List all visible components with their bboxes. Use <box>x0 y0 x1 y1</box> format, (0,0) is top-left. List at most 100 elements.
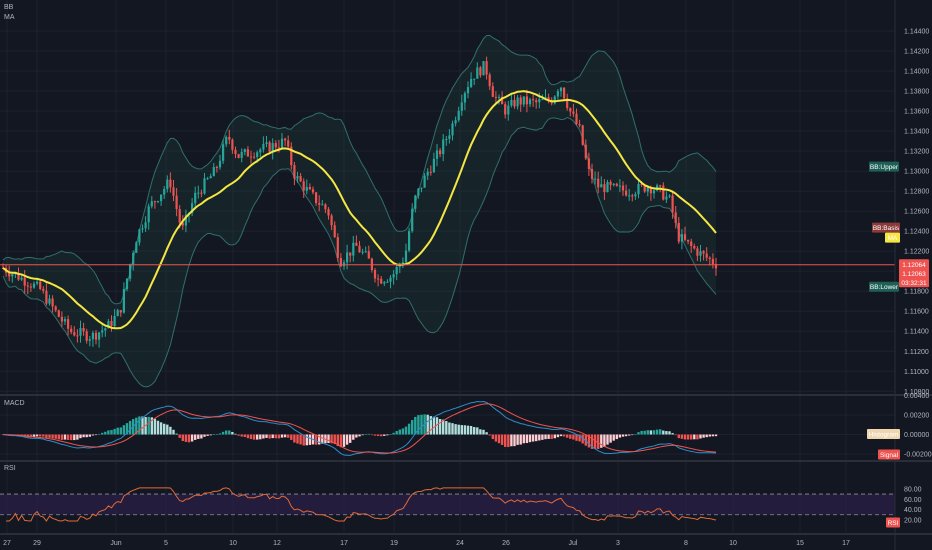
candle-body[interactable] <box>197 192 200 194</box>
candle-body[interactable] <box>355 242 358 246</box>
candle-body[interactable] <box>259 149 262 153</box>
candle-body[interactable] <box>377 278 380 280</box>
candle-body[interactable] <box>39 281 42 289</box>
candle-body[interactable] <box>256 152 259 157</box>
candle-body[interactable] <box>315 192 318 204</box>
candle-body[interactable] <box>535 100 538 103</box>
candle-body[interactable] <box>194 192 197 204</box>
candle-body[interactable] <box>237 154 240 158</box>
candle-body[interactable] <box>129 264 132 279</box>
candle-body[interactable] <box>417 188 420 196</box>
candle-body[interactable] <box>308 186 311 190</box>
macd-title[interactable]: MACD <box>4 400 25 407</box>
candle-body[interactable] <box>17 272 20 280</box>
candle-body[interactable] <box>367 251 370 259</box>
candle-body[interactable] <box>606 181 609 193</box>
candle-body[interactable] <box>26 285 29 287</box>
candle-body[interactable] <box>457 110 460 121</box>
candle-body[interactable] <box>215 167 218 169</box>
candle-body[interactable] <box>113 316 116 327</box>
candle-body[interactable] <box>231 139 234 150</box>
candle-body[interactable] <box>327 209 330 216</box>
candle-body[interactable] <box>594 178 597 180</box>
candle-body[interactable] <box>423 175 426 188</box>
candle-body[interactable] <box>479 67 482 76</box>
candle-body[interactable] <box>296 176 299 179</box>
candle-body[interactable] <box>404 250 408 263</box>
candle-body[interactable] <box>262 143 265 150</box>
candle-body[interactable] <box>708 257 711 259</box>
candle-body[interactable] <box>287 140 290 147</box>
rsi-panel[interactable] <box>0 487 895 522</box>
candle-body[interactable] <box>138 229 141 243</box>
candle-body[interactable] <box>714 264 718 269</box>
candle-body[interactable] <box>631 195 634 197</box>
candle-body[interactable] <box>290 146 293 166</box>
candle-body[interactable] <box>82 328 85 332</box>
candle-body[interactable] <box>525 96 528 105</box>
candle-body[interactable] <box>116 310 119 317</box>
candle-body[interactable] <box>497 96 501 98</box>
candle-body[interactable] <box>581 125 584 145</box>
candle-body[interactable] <box>243 149 246 153</box>
candle-body[interactable] <box>311 189 315 193</box>
candle-body[interactable] <box>460 102 463 111</box>
candle-body[interactable] <box>184 214 187 226</box>
candle-body[interactable] <box>522 96 525 105</box>
candle-body[interactable] <box>637 183 640 195</box>
candle-body[interactable] <box>70 328 73 333</box>
candle-body[interactable] <box>563 87 566 99</box>
candle-body[interactable] <box>141 228 144 230</box>
candle-body[interactable] <box>445 138 448 140</box>
candle-body[interactable] <box>125 278 129 290</box>
candle-body[interactable] <box>321 204 324 206</box>
candle-body[interactable] <box>11 274 14 277</box>
candle-body[interactable] <box>578 124 581 126</box>
candle-body[interactable] <box>674 212 677 223</box>
candle-body[interactable] <box>60 316 63 322</box>
candle-body[interactable] <box>88 339 91 341</box>
candle-body[interactable] <box>538 99 541 103</box>
candle-body[interactable] <box>268 142 271 152</box>
candle-body[interactable] <box>358 245 361 253</box>
candle-body[interactable] <box>352 242 355 256</box>
candle-body[interactable] <box>29 286 32 288</box>
candle-body[interactable] <box>163 189 166 195</box>
candle-body[interactable] <box>426 171 429 176</box>
candle-body[interactable] <box>488 74 491 87</box>
candle-body[interactable] <box>349 252 352 256</box>
candle-body[interactable] <box>649 187 652 194</box>
candle-body[interactable] <box>383 282 386 284</box>
candle-body[interactable] <box>680 234 683 242</box>
candle-body[interactable] <box>547 97 550 101</box>
candle-body[interactable] <box>587 158 590 169</box>
candle-body[interactable] <box>516 97 519 107</box>
candle-body[interactable] <box>107 320 110 329</box>
candle-body[interactable] <box>432 158 435 173</box>
candle-body[interactable] <box>119 310 122 313</box>
candle-body[interactable] <box>668 195 671 197</box>
candle-body[interactable] <box>683 234 687 240</box>
candle-body[interactable] <box>510 99 513 106</box>
candle-body[interactable] <box>411 208 414 232</box>
candle-body[interactable] <box>67 319 70 329</box>
candle-body[interactable] <box>634 194 637 197</box>
candle-body[interactable] <box>94 332 98 340</box>
candle-body[interactable] <box>603 184 606 193</box>
candle-body[interactable] <box>373 270 377 279</box>
candle-body[interactable] <box>612 183 615 185</box>
candle-body[interactable] <box>160 194 163 202</box>
candle-body[interactable] <box>643 184 646 192</box>
candle-body[interactable] <box>132 252 135 265</box>
candle-body[interactable] <box>42 288 45 291</box>
candle-body[interactable] <box>491 86 494 97</box>
candle-body[interactable] <box>218 160 222 168</box>
candle-body[interactable] <box>293 165 296 179</box>
candle-body[interactable] <box>408 231 411 251</box>
candle-body[interactable] <box>556 91 559 97</box>
candle-body[interactable] <box>364 251 367 253</box>
candle-body[interactable] <box>23 277 26 286</box>
candle-body[interactable] <box>693 246 696 249</box>
candle-body[interactable] <box>305 186 308 191</box>
candle-body[interactable] <box>389 277 392 282</box>
